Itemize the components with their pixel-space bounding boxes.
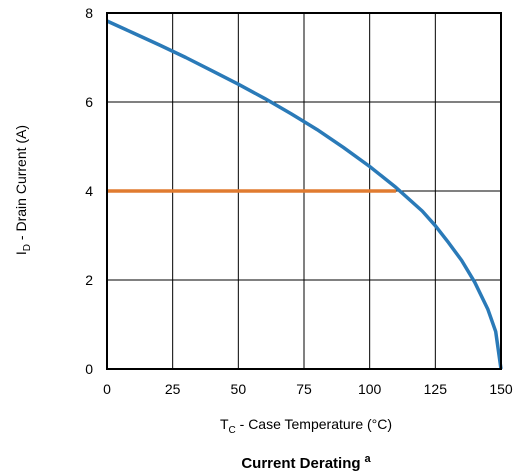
y-axis-label-text: - Drain Current (A) bbox=[13, 125, 29, 244]
x-tick-label: 25 bbox=[165, 381, 181, 397]
x-axis-label: TC - Case Temperature (°C) bbox=[220, 416, 392, 436]
series-line-1 bbox=[106, 19, 503, 370]
x-tick-label: 100 bbox=[358, 381, 382, 397]
y-axis-label: ID - Drain Current (A) bbox=[13, 125, 33, 255]
plot-area-frame bbox=[106, 12, 502, 370]
y-tick-label: 2 bbox=[85, 272, 93, 288]
x-tick-labels: 0 25 50 75 100 125 150 bbox=[103, 381, 513, 397]
x-tick-label: 0 bbox=[103, 381, 111, 397]
y-tick-label: 8 bbox=[85, 5, 93, 21]
y-axis-label-symbol: I bbox=[13, 251, 29, 255]
chart-title-superscript: a bbox=[365, 453, 372, 465]
x-tick-label: 125 bbox=[424, 381, 448, 397]
x-axis-label-text: - Case Temperature (°C) bbox=[236, 416, 392, 432]
chart-title-text: Current Derating bbox=[241, 455, 360, 472]
series-layer bbox=[106, 19, 503, 370]
chart-title: Current Derating a bbox=[241, 453, 371, 472]
x-axis-label-subscript: C bbox=[229, 425, 236, 436]
y-axis-label-subscript: D bbox=[22, 244, 33, 251]
x-tick-label: 50 bbox=[231, 381, 247, 397]
x-tick-label: 150 bbox=[489, 381, 513, 397]
y-tick-label: 0 bbox=[85, 361, 93, 377]
y-tick-label: 4 bbox=[85, 183, 93, 199]
y-tick-label: 6 bbox=[85, 94, 93, 110]
x-axis-label-symbol: T bbox=[220, 416, 229, 432]
x-tick-label: 75 bbox=[296, 381, 312, 397]
y-tick-labels: 0 2 4 6 8 bbox=[85, 5, 93, 377]
